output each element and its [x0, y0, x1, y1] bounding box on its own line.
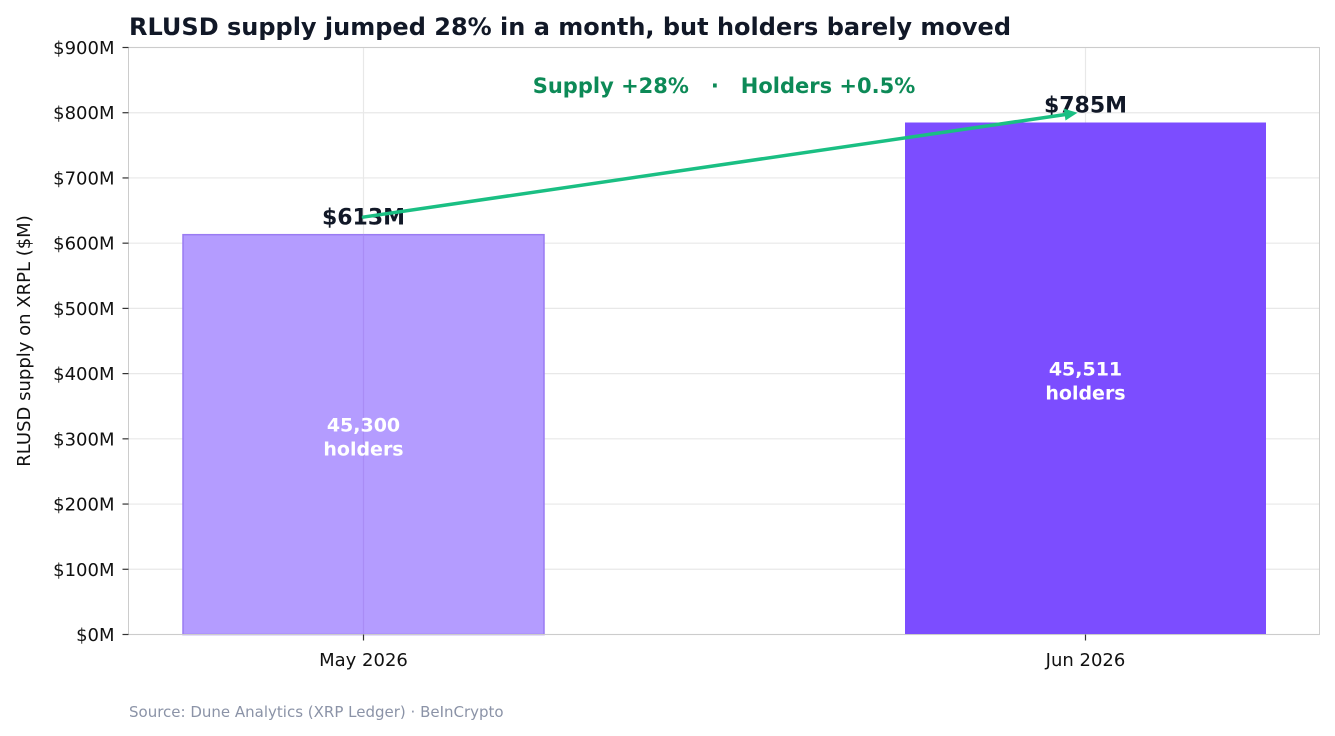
y-tick-label: $700M — [53, 168, 114, 189]
growth-arrow — [361, 108, 1078, 219]
x-tick-label: May 2026 — [319, 650, 408, 671]
holders-unit-label: holders — [1045, 383, 1125, 405]
y-tick-label: $300M — [53, 429, 114, 450]
x-tick-label: Jun 2026 — [1045, 650, 1126, 671]
y-tick-label: $400M — [53, 364, 114, 385]
chart-title: RLUSD supply jumped 28% in a month, but … — [129, 13, 1011, 41]
source-note: Source: Dune Analytics (XRP Ledger) · Be… — [129, 703, 504, 721]
bars — [182, 122, 1266, 636]
y-tick-label: $100M — [53, 560, 114, 581]
y-tick-label: $900M — [53, 38, 114, 59]
y-tick-label: $600M — [53, 234, 114, 255]
arrow-shaft — [361, 112, 1067, 219]
y-tick-label: $500M — [53, 299, 114, 320]
bar-jun-2026 — [905, 122, 1266, 635]
y-axis-label: RLUSD supply on XRPL ($M) — [14, 215, 35, 466]
y-tick-label: $800M — [53, 103, 114, 124]
arrow-head — [1063, 108, 1078, 121]
plot-frame — [128, 47, 1320, 635]
holders-count-label: 45,511 — [1049, 359, 1122, 381]
y-tick-label: $200M — [53, 495, 114, 516]
growth-annotation: Supply +28% · Holders +0.5% — [533, 74, 916, 98]
holders-unit-label: holders — [323, 439, 403, 461]
y-axis: $0M $100M $200M $300M $400M $500M $600M $700M $8… — [53, 38, 129, 646]
x-axis: May 2026 Jun 2026 — [319, 634, 1126, 671]
y-tick-label: $0M — [76, 625, 114, 646]
holders-count-label: 45,300 — [327, 415, 400, 437]
